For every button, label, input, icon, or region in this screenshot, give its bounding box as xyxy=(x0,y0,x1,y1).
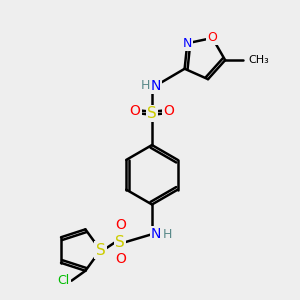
Text: S: S xyxy=(96,243,105,258)
Text: S: S xyxy=(116,235,125,250)
Text: O: O xyxy=(115,252,126,266)
Text: CH₃: CH₃ xyxy=(248,55,269,65)
Text: S: S xyxy=(147,106,157,121)
Text: O: O xyxy=(115,218,126,232)
Text: O: O xyxy=(164,104,174,118)
Text: Cl: Cl xyxy=(58,274,70,287)
Text: N: N xyxy=(151,79,161,93)
Text: N: N xyxy=(183,37,192,50)
Text: N: N xyxy=(151,227,161,241)
Text: H: H xyxy=(140,79,150,92)
Text: O: O xyxy=(130,104,141,118)
Text: H: H xyxy=(163,228,172,241)
Text: O: O xyxy=(207,32,217,44)
